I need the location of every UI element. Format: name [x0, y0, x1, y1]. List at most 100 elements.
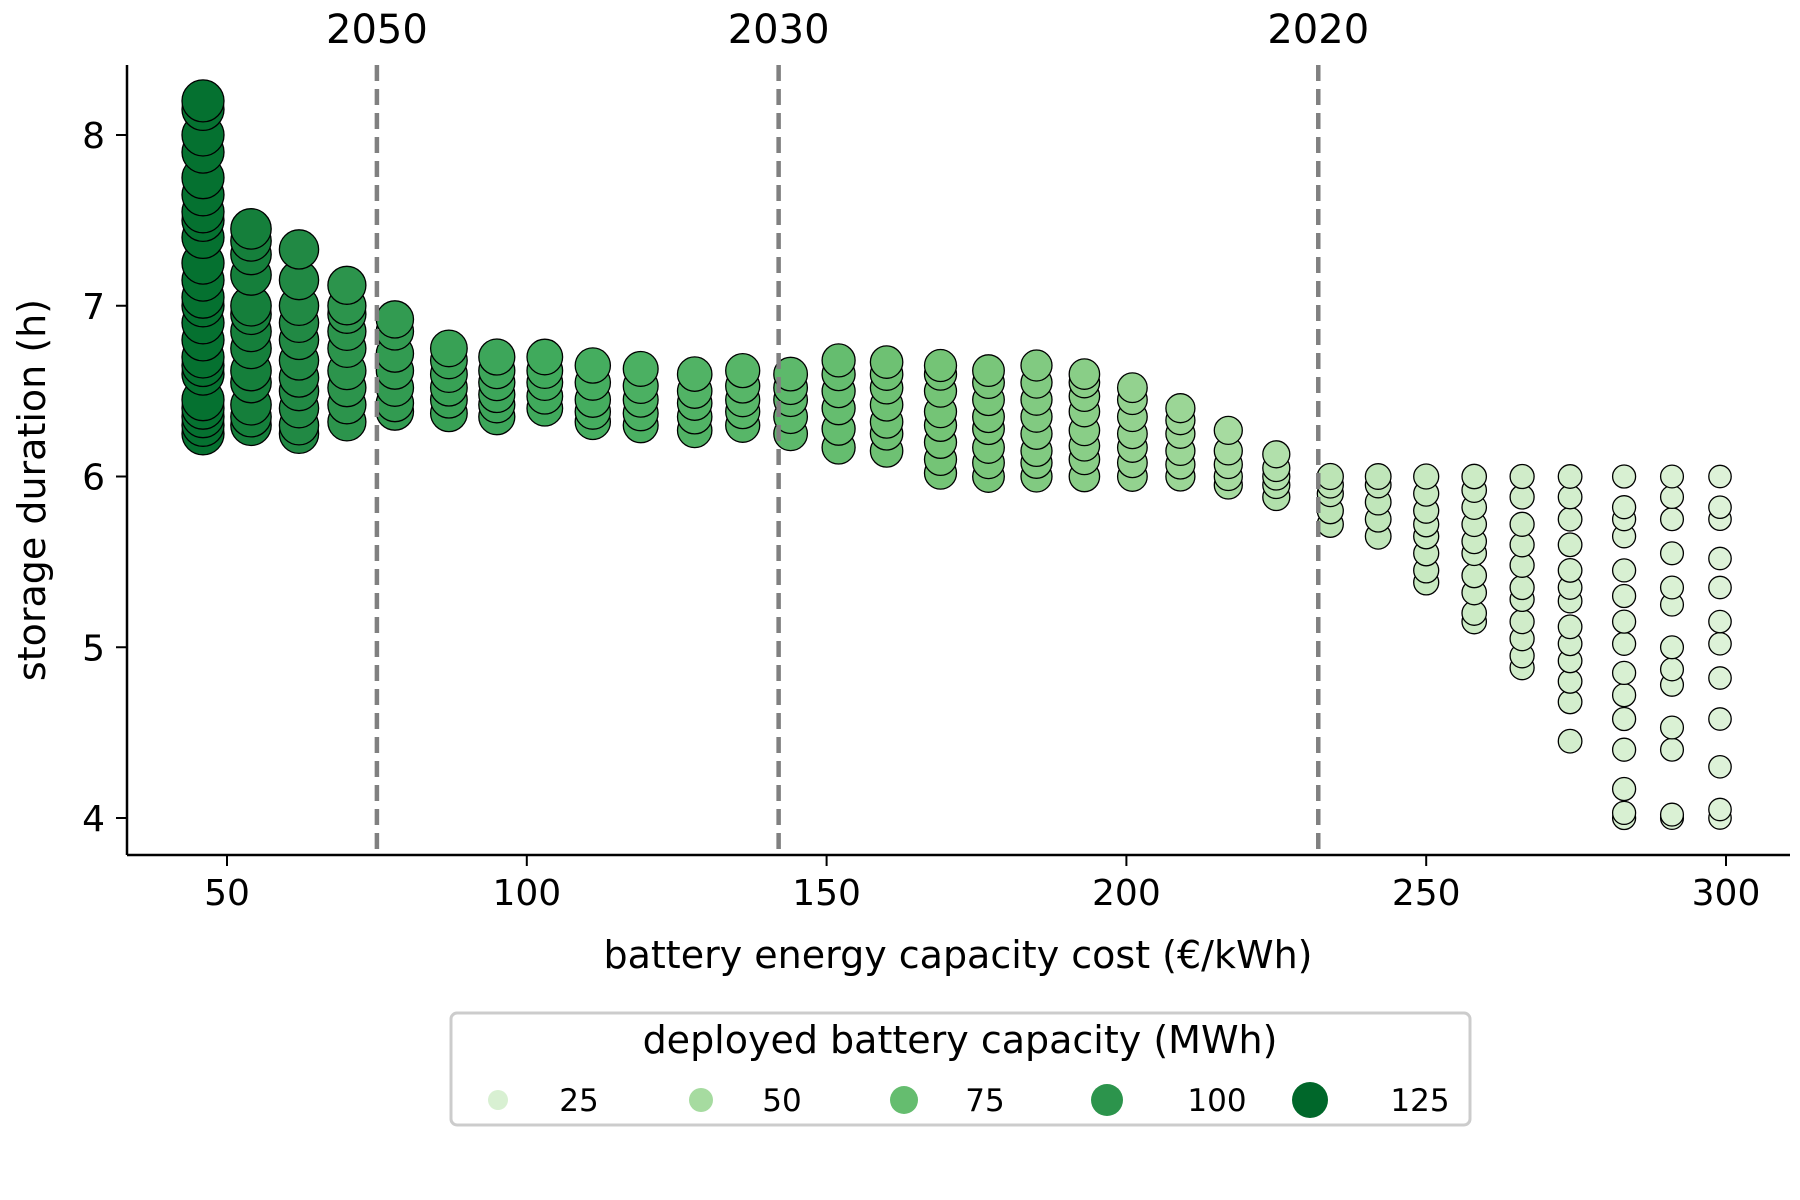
legend-marker [488, 1090, 508, 1110]
data-point [1659, 802, 1685, 827]
legend-title: deployed battery capacity (MWh) [643, 1018, 1278, 1062]
data-point [278, 229, 320, 270]
data-point [1708, 631, 1732, 656]
data-point [1659, 484, 1685, 510]
x-tick-label: 200 [1092, 873, 1161, 914]
x-axis-label: battery energy capacity cost (€/kWh) [604, 933, 1313, 977]
legend-marker [1091, 1084, 1123, 1116]
data-point [1413, 463, 1440, 490]
data-point [327, 265, 367, 305]
data-point [869, 345, 904, 379]
data-point [1461, 463, 1488, 490]
y-tick-label: 4 [82, 799, 105, 840]
legend-label: 50 [762, 1083, 801, 1119]
data-point [1708, 754, 1732, 779]
data-point [1509, 574, 1535, 601]
legend: deployed battery capacity (MWh) 25 50 75 10… [449, 1011, 1472, 1127]
data-point [1611, 660, 1637, 686]
data-point [1461, 562, 1488, 589]
legend-label: 100 [1187, 1083, 1246, 1119]
data-point [923, 348, 958, 383]
data-point [1659, 464, 1685, 489]
x-tick-label: 250 [1392, 873, 1461, 914]
y-tick-label: 7 [82, 287, 105, 328]
data-point [1557, 557, 1583, 583]
data-point [1611, 495, 1637, 520]
y-tick-label: 6 [82, 458, 105, 499]
data-point [1659, 715, 1685, 740]
x-tick-label: 50 [204, 873, 250, 914]
data-point [1611, 737, 1637, 762]
data-point [1316, 462, 1344, 491]
data-point [1659, 635, 1685, 660]
data-point [375, 300, 415, 339]
data-point [1708, 495, 1732, 520]
data-point [1213, 415, 1243, 446]
data-point [1509, 463, 1535, 490]
data-point [1557, 464, 1583, 489]
x-tick-label: 100 [492, 873, 561, 914]
legend-label: 75 [965, 1083, 1004, 1119]
data-point [1708, 666, 1732, 690]
data-point [1708, 609, 1732, 634]
data-point [1262, 440, 1291, 469]
data-point [1659, 575, 1685, 600]
y-tick-label: 5 [82, 628, 105, 669]
data-point [1708, 707, 1732, 731]
data-point [1611, 800, 1637, 826]
data-point [1364, 463, 1392, 490]
year-label-2050: 2050 [326, 7, 428, 53]
data-point [1611, 609, 1637, 634]
data-point [478, 338, 516, 376]
data-point [622, 350, 659, 387]
data-point [1116, 372, 1148, 404]
data-point [773, 356, 809, 392]
data-point [429, 329, 468, 368]
data-point [1611, 464, 1637, 489]
data-point [1611, 706, 1637, 732]
year-reference-lines: 2050 2030 2020 [326, 7, 1369, 855]
data-point [1611, 631, 1637, 656]
data-point [1068, 358, 1101, 390]
data-point [1165, 393, 1196, 424]
legend-label: 25 [559, 1083, 598, 1119]
data-point [1659, 541, 1685, 566]
data-point [972, 354, 1005, 388]
data-points [181, 79, 1732, 831]
data-point [1557, 506, 1583, 532]
data-point [1708, 464, 1732, 489]
data-point [1611, 682, 1637, 708]
data-point [821, 343, 856, 378]
data-point [1708, 546, 1732, 571]
data-point [1659, 507, 1685, 532]
data-point [725, 352, 761, 389]
data-point [1557, 614, 1583, 640]
data-point [1611, 776, 1637, 802]
year-label-2030: 2030 [728, 7, 830, 53]
legend-entries: 25 50 75 100 125 [488, 1082, 1450, 1119]
y-ticks: 4 5 6 7 8 [82, 116, 127, 840]
legend-marker [1292, 1082, 1328, 1118]
legend-label: 125 [1390, 1083, 1449, 1119]
legend-marker [689, 1088, 713, 1112]
data-point [574, 347, 612, 384]
x-tick-label: 150 [792, 873, 861, 914]
data-point [1611, 583, 1637, 609]
data-point [1557, 728, 1583, 754]
y-axis-label: storage duration (h) [10, 299, 54, 681]
data-point [1708, 575, 1732, 600]
data-point [1659, 737, 1685, 762]
data-point [1611, 558, 1637, 583]
data-point [230, 208, 272, 250]
data-point [526, 338, 564, 376]
axes [125, 65, 1790, 857]
data-point [676, 356, 713, 392]
data-point [181, 79, 225, 123]
data-point [1659, 657, 1685, 682]
y-tick-label: 8 [82, 116, 105, 157]
year-label-2020: 2020 [1267, 7, 1369, 53]
data-point [1509, 511, 1535, 537]
data-point [1557, 532, 1583, 558]
x-tick-label: 300 [1692, 873, 1761, 914]
